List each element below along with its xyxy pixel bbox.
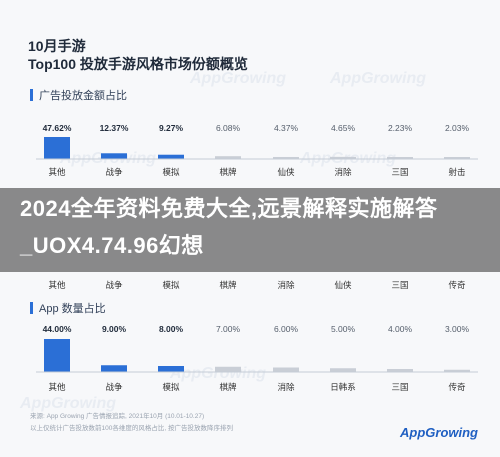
- category-label: 射击: [448, 167, 465, 177]
- category-label: 战争: [105, 280, 123, 290]
- bar: [158, 154, 184, 159]
- data-label: 5.00%: [331, 324, 356, 334]
- spend-share-chart: 47.62% 其他 12.37% 战争 9.27% 模拟 6.08% 棋牌 4.37% 仙侠 4.6…: [36, 123, 478, 177]
- bar: [273, 367, 299, 372]
- data-label: 44.00%: [43, 324, 72, 334]
- category-label: 战争: [105, 167, 123, 177]
- data-label: 47.62%: [43, 123, 72, 133]
- page-title: 10月手游: [28, 38, 86, 54]
- watermark: AppGrowing: [190, 70, 286, 87]
- promo-overlay-text: 2024全年资料免费大全,远景解释实施解答_UOX4.74.96幻想: [20, 196, 438, 258]
- data-label: 3.00%: [445, 324, 470, 334]
- category-label: 传奇: [448, 280, 466, 290]
- bar: [101, 153, 127, 159]
- section-title-spend: 广告投放金额占比: [30, 87, 127, 103]
- category-label: 其他: [48, 382, 66, 392]
- category-label: 消除: [277, 280, 295, 290]
- category-label: 模拟: [162, 167, 180, 177]
- brand-logo: AppGrowing: [400, 425, 478, 440]
- footer-note: 以上仅统计广告投放数前100各维度的风格占比, 按广告投放数降序排列: [30, 425, 233, 432]
- footer-source: 来源: App Growing 广告情报追踪, 2021年10月 (10.01-…: [30, 413, 205, 420]
- bar: [101, 365, 127, 372]
- category-label: 棋牌: [219, 382, 237, 392]
- category-label: 三国: [391, 167, 408, 177]
- section-title-text: App 数量占比: [39, 303, 106, 315]
- category-label: 其他: [48, 167, 66, 177]
- category-label: 模拟: [162, 280, 180, 290]
- category-label: 仙侠: [334, 280, 352, 290]
- category-label: 三国: [391, 382, 408, 392]
- section-marker: [30, 302, 33, 314]
- bar: [330, 368, 356, 372]
- watermark: AppGrowing: [20, 395, 116, 412]
- section-title-text: 广告投放金额占比: [39, 90, 127, 102]
- category-label: 消除: [334, 167, 352, 177]
- data-label: 6.08%: [216, 123, 241, 133]
- page-subtitle: Top100 投放手游风格市场份额概览: [28, 56, 248, 72]
- data-label: 4.37%: [274, 123, 299, 133]
- data-label: 2.23%: [388, 123, 413, 133]
- promo-overlay: [0, 188, 500, 272]
- watermark: AppGrowing: [170, 365, 266, 382]
- bar: [387, 369, 413, 372]
- category-label: 棋牌: [219, 280, 237, 290]
- bar: [330, 156, 356, 159]
- bar: [444, 157, 470, 159]
- category-label: 三国: [391, 280, 408, 290]
- category-label: 仙侠: [277, 167, 295, 177]
- data-label: 4.65%: [331, 123, 356, 133]
- app-count-share-chart: 44.00% 其他 9.00% 战争 8.00% 模拟 7.00% 棋牌 6.00% 消除 5.00…: [36, 324, 478, 392]
- data-label: 9.00%: [102, 324, 127, 334]
- bar: [273, 156, 299, 159]
- bar: [158, 366, 184, 372]
- category-label: 棋牌: [219, 167, 237, 177]
- bar: [444, 369, 470, 372]
- bar: [387, 157, 413, 159]
- data-label: 9.27%: [159, 123, 184, 133]
- bar: [215, 156, 241, 159]
- watermark: AppGrowing: [330, 70, 426, 87]
- bar: [44, 137, 70, 159]
- data-label: 2.03%: [445, 123, 470, 133]
- data-label: 12.37%: [100, 123, 129, 133]
- category-label: 消除: [277, 382, 295, 392]
- data-label: 7.00%: [216, 324, 241, 334]
- category-label: 战争: [105, 382, 123, 392]
- data-label: 6.00%: [274, 324, 299, 334]
- category-label: 传奇: [448, 382, 466, 392]
- data-label: 4.00%: [388, 324, 413, 334]
- section-marker: [30, 89, 33, 101]
- bar: [44, 339, 70, 372]
- data-label: 8.00%: [159, 324, 184, 334]
- section-title-app-count: App 数量占比: [30, 300, 106, 316]
- bar: [215, 366, 241, 372]
- category-label: 日韩系: [330, 382, 356, 392]
- category-label: 模拟: [162, 382, 180, 392]
- middle-chart-partial: 其他 战争 模拟 棋牌 消除 仙侠 三国 传奇: [48, 280, 466, 290]
- category-label: 其他: [48, 280, 66, 290]
